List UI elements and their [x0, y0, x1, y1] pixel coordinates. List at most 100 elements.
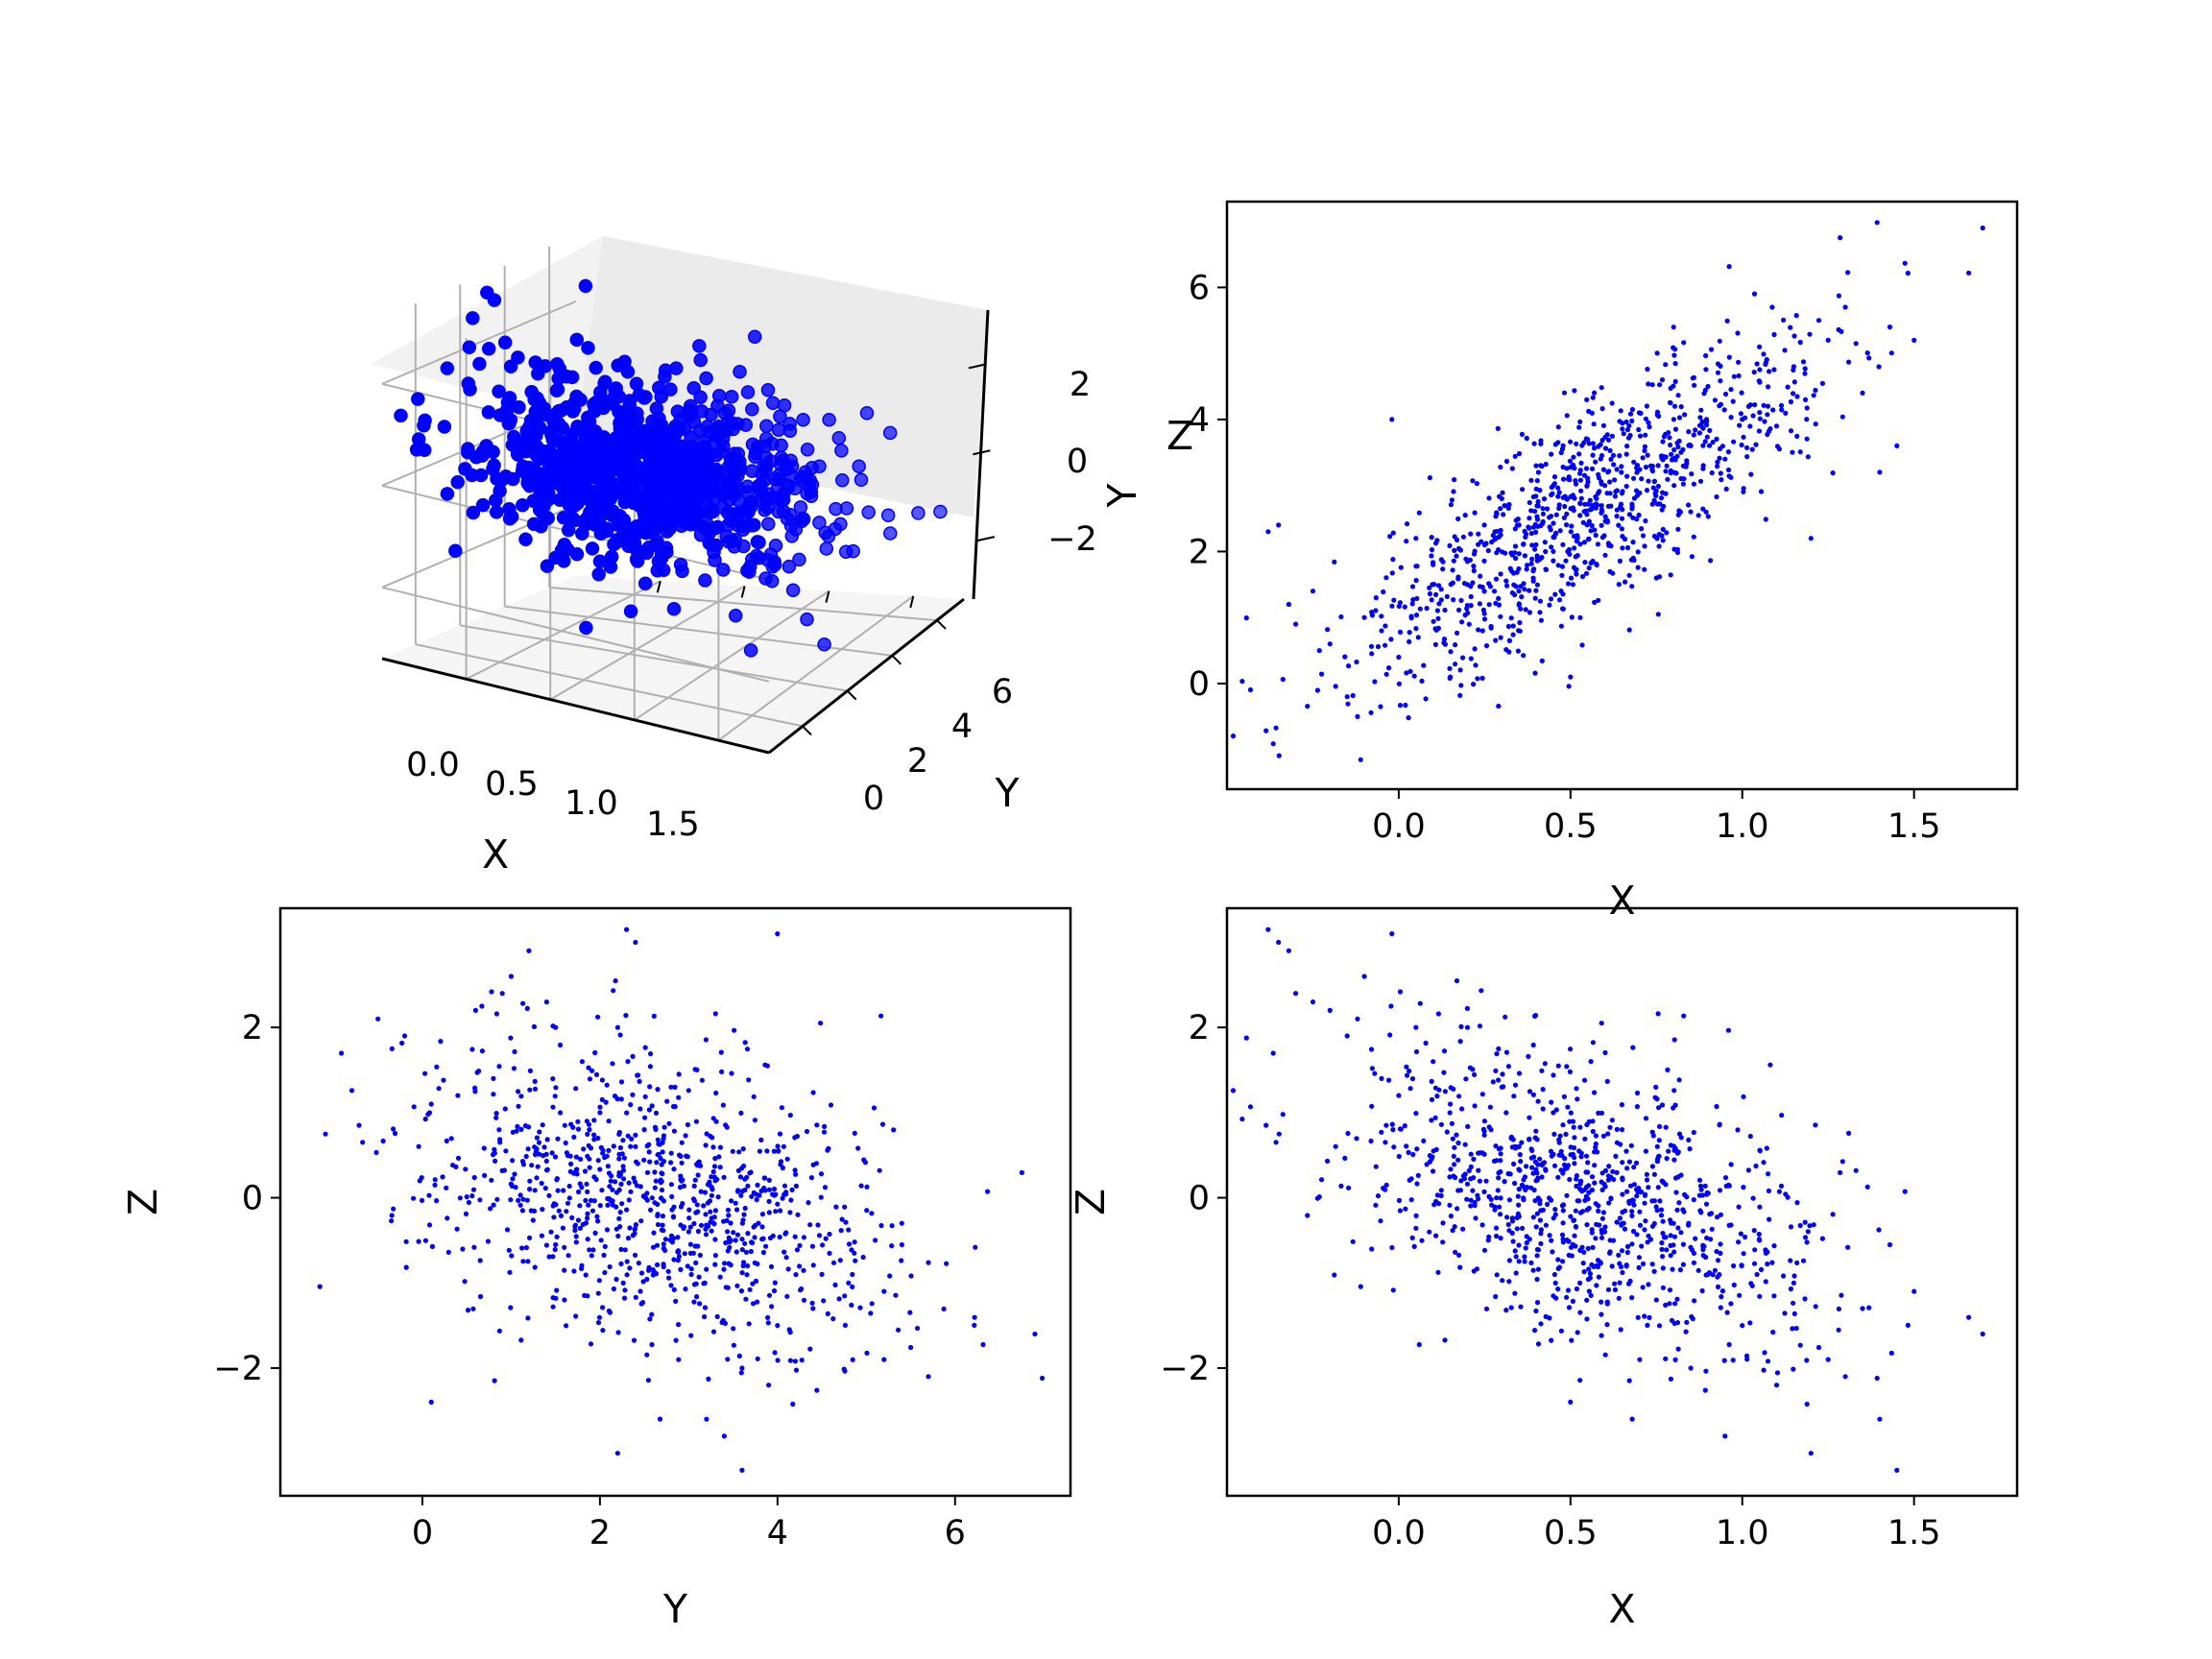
data-point: [509, 1183, 516, 1189]
data-point: [617, 1032, 623, 1038]
data-point: [745, 1183, 751, 1189]
data-point: [1743, 1234, 1748, 1240]
data-point: [1735, 330, 1741, 336]
data-point: [1668, 1376, 1673, 1382]
data-point: [1839, 1159, 1845, 1165]
data-point: [1479, 1222, 1485, 1228]
data-point: [1535, 503, 1541, 509]
data-point: [1453, 1249, 1458, 1255]
data-point: [1463, 1076, 1469, 1082]
data-point: [1516, 1259, 1522, 1264]
data-point: [1657, 382, 1663, 388]
data-point: [1707, 427, 1713, 433]
data-point: [527, 1178, 533, 1184]
data-point: [1770, 407, 1776, 413]
data-point: [1782, 1310, 1788, 1316]
data-point: [1599, 1179, 1604, 1185]
data-point-3d: [613, 416, 627, 431]
data-point: [676, 1094, 682, 1100]
data-point: [1743, 445, 1750, 450]
data-point: [1417, 606, 1423, 612]
data-point-3d: [818, 525, 832, 541]
data-point: [1678, 449, 1684, 455]
data-point: [1389, 931, 1395, 937]
y-tick-label: 2: [242, 1009, 263, 1047]
data-point: [613, 978, 618, 984]
data-point: [736, 1149, 742, 1155]
data-point: [1604, 1322, 1610, 1328]
data-point: [816, 1233, 823, 1238]
x-tick-label-3d: 1.5: [646, 805, 700, 844]
data-point: [725, 1229, 731, 1235]
data-point: [739, 1220, 746, 1226]
data-point: [1773, 1382, 1780, 1388]
data-point: [535, 1164, 541, 1169]
data-point: [1332, 1272, 1337, 1278]
data-point: [1815, 318, 1822, 324]
data-point: [842, 1322, 849, 1328]
data-point: [893, 1292, 899, 1298]
data-point: [818, 1171, 825, 1177]
data-point: [739, 1365, 745, 1371]
data-point: [787, 1358, 794, 1363]
data-point: [554, 1287, 560, 1293]
data-point: [1508, 615, 1514, 621]
data-point: [635, 1072, 640, 1078]
data-point: [1516, 601, 1522, 607]
data-point: [1369, 1246, 1375, 1252]
data-point: [1413, 613, 1420, 618]
data-point: [649, 1195, 655, 1201]
data-point: [1510, 632, 1516, 637]
data-point: [648, 1051, 654, 1057]
data-point: [1642, 543, 1647, 549]
data-point: [1440, 559, 1446, 565]
data-point: [1516, 565, 1522, 572]
data-point: [1681, 1209, 1687, 1214]
data-point: [1819, 1236, 1825, 1241]
data-point: [1471, 1268, 1477, 1274]
data-point: [1807, 331, 1813, 337]
data-point: [1646, 1185, 1651, 1190]
data-point: [588, 1341, 594, 1347]
data-point: [1736, 373, 1742, 379]
data-point: [1902, 1189, 1908, 1194]
data-point-3d: [743, 643, 758, 658]
data-point: [550, 1295, 556, 1301]
data-point: [1639, 476, 1645, 482]
data-point: [1457, 692, 1463, 699]
data-point: [1589, 466, 1596, 471]
data-point: [595, 1014, 601, 1020]
data-point: [1673, 1190, 1679, 1195]
data-point: [1656, 543, 1662, 549]
data-point: [1717, 403, 1722, 409]
data-point: [591, 1118, 597, 1123]
data-point: [1569, 1253, 1575, 1259]
data-point: [491, 1075, 496, 1081]
data-point: [1568, 1152, 1574, 1158]
data-point: [534, 1175, 540, 1181]
data-point: [807, 1346, 813, 1352]
data-point: [1493, 514, 1499, 519]
data-point: [1452, 1144, 1457, 1150]
data-point: [760, 1249, 767, 1256]
data-point: [1655, 1154, 1661, 1160]
data-point: [1550, 1249, 1555, 1255]
data-point-3d: [761, 517, 776, 531]
data-point: [1741, 1185, 1746, 1190]
data-point: [422, 1117, 428, 1122]
data-point: [1839, 1292, 1844, 1298]
data-point: [1595, 1263, 1600, 1270]
data-point: [1413, 536, 1419, 541]
data-point: [1660, 1285, 1666, 1290]
data-point: [1381, 1186, 1386, 1191]
data-point: [618, 1181, 624, 1187]
data-point: [661, 1198, 667, 1204]
x-axis-label-x-vs-y: X: [1608, 878, 1635, 924]
data-point: [722, 1261, 728, 1266]
data-point: [1413, 1213, 1419, 1218]
data-point: [759, 1212, 766, 1217]
data-point: [1438, 1188, 1444, 1193]
data-point: [546, 1254, 552, 1260]
data-point: [527, 1068, 534, 1073]
data-point: [566, 1183, 572, 1190]
